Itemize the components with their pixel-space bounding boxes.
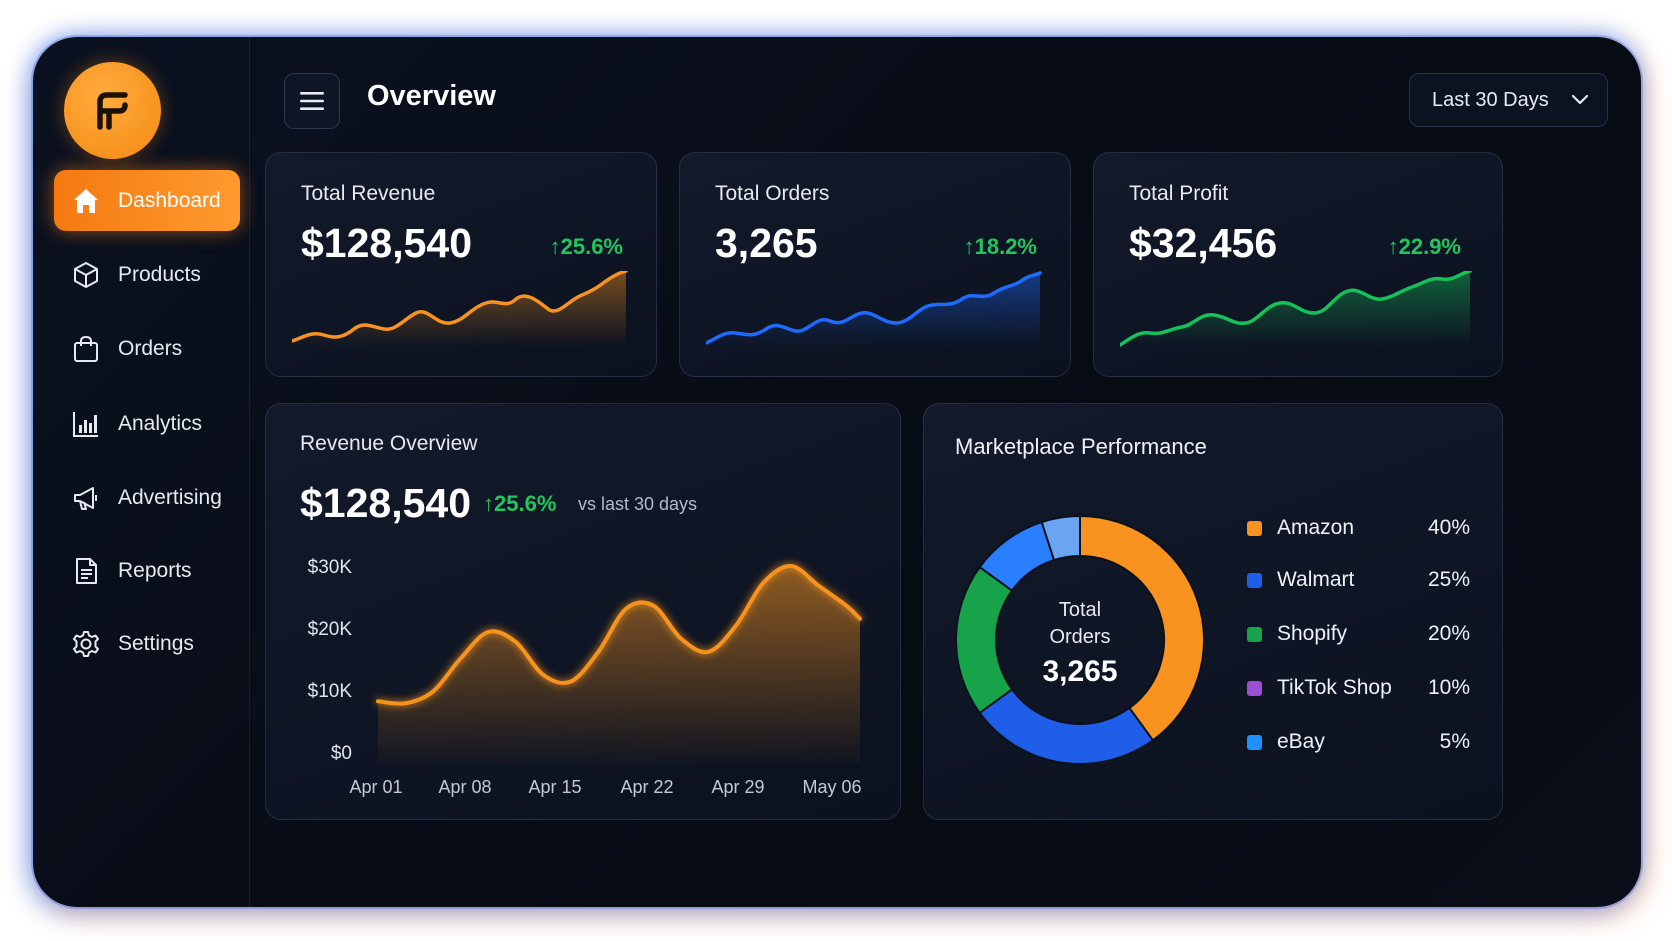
hamburger-icon: [300, 92, 324, 110]
y-tick-label: $10K: [307, 681, 352, 702]
donut-slice-amazon[interactable]: [1079, 514, 1205, 742]
legend-swatch: [1247, 520, 1262, 536]
donut-slice-walmart[interactable]: [978, 687, 1155, 765]
legend-percent: 10%: [1427, 676, 1470, 699]
kpi-card-profit[interactable]: Total Profit $32,456 ↑22.9%: [1093, 152, 1503, 377]
legend-swatch: [1247, 680, 1262, 696]
legend-item-walmart[interactable]: Walmart 25%: [1247, 565, 1470, 595]
arrow-up-icon: ↑: [549, 234, 561, 259]
x-tick-label: Apr 15: [528, 777, 582, 797]
kpi-value: $128,540: [301, 220, 473, 266]
arrow-up-icon: ↑: [1387, 234, 1399, 259]
donut-center-label: Orders: [1049, 626, 1111, 648]
kpi-card-orders[interactable]: Total Orders 3,265 ↑18.2%: [679, 152, 1071, 377]
x-tick-label: Apr 22: [620, 777, 674, 797]
legend-swatch: [1247, 626, 1262, 642]
megaphone-icon: [70, 482, 102, 514]
revenue-overview-title: Revenue Overview: [300, 432, 478, 455]
chevron-down-icon: [1571, 94, 1589, 105]
kpi-delta: ↑18.2%: [963, 234, 1037, 259]
legend-label: TikTok Shop: [1277, 676, 1392, 699]
x-tick-label: May 06: [802, 777, 862, 797]
kpi-title: Total Orders: [715, 182, 830, 205]
document-icon: [70, 555, 102, 587]
legend-label: Shopify: [1277, 622, 1348, 645]
x-tick-label: Apr 01: [349, 777, 403, 797]
sidebar-item-label: Dashboard: [118, 188, 221, 212]
home-icon: [70, 185, 102, 217]
legend-percent: 5%: [1439, 730, 1470, 753]
kpi-delta: ↑25.6%: [549, 234, 623, 259]
revenue-overview-card: Revenue Overview $128,540 ↑25.6% vs last…: [265, 403, 901, 820]
sidebar-item-analytics[interactable]: Analytics: [54, 393, 240, 454]
donut-center-label: Total: [1058, 599, 1102, 621]
legend-label: Walmart: [1277, 568, 1355, 591]
page-title: Overview: [367, 80, 496, 112]
revenue-area-chart: [376, 564, 862, 764]
kpi-card-revenue[interactable]: Total Revenue $128,540 ↑25.6%: [265, 152, 657, 377]
menu-button[interactable]: [284, 73, 340, 129]
marketplace-title: Marketplace Performance: [955, 434, 1207, 459]
legend-percent: 40%: [1427, 516, 1470, 539]
dashboard-window: Dashboard Products Orders Analytics Advertis…: [33, 37, 1641, 907]
sidebar-item-advertising[interactable]: Advertising: [54, 467, 240, 528]
date-range-label: Last 30 Days: [1432, 88, 1549, 111]
legend-item-tiktok-shop[interactable]: TikTok Shop 10%: [1247, 673, 1470, 703]
x-tick-label: Apr 08: [438, 777, 492, 797]
sidebar-item-label: Products: [118, 262, 201, 286]
legend-item-shopify[interactable]: Shopify 20%: [1247, 619, 1470, 649]
legend-swatch: [1247, 734, 1262, 750]
legend-item-ebay[interactable]: eBay 5%: [1247, 727, 1470, 757]
brand-logo[interactable]: [64, 62, 161, 159]
kpi-delta: ↑22.9%: [1387, 234, 1461, 259]
revenue-sparkline: [292, 271, 628, 347]
kpi-title: Total Revenue: [301, 182, 436, 205]
revenue-series-line: [376, 564, 862, 706]
legend-percent: 25%: [1427, 568, 1470, 591]
legend-item-amazon[interactable]: Amazon 40%: [1247, 513, 1470, 543]
legend-swatch: [1247, 572, 1262, 588]
marketplace-card: Marketplace Performance Total Orders 3,2…: [923, 403, 1503, 820]
kpi-title: Total Profit: [1129, 182, 1229, 205]
donut-center-value: 3,265: [1042, 655, 1118, 688]
y-tick-label: $20K: [307, 619, 352, 640]
arrow-up-icon: ↑: [483, 491, 494, 516]
sidebar-item-label: Reports: [118, 558, 192, 582]
donut-slice-ebay[interactable]: [1040, 514, 1081, 562]
kpi-value: $32,456: [1129, 220, 1278, 266]
revenue-area-fill: [378, 565, 860, 764]
sidebar-item-orders[interactable]: Orders: [54, 318, 240, 379]
marketplace-donut-chart: [955, 514, 1205, 765]
revenue-overview-compare: vs last 30 days: [578, 494, 698, 514]
brand-f-icon: [96, 91, 128, 130]
orders-sparkline: [706, 271, 1042, 347]
sidebar-item-label: Orders: [118, 336, 183, 360]
revenue-overview-delta: ↑25.6%: [483, 491, 557, 516]
x-tick-label: Apr 29: [711, 777, 765, 797]
kpi-value: 3,265: [715, 220, 818, 266]
shopping-bag-icon: [70, 333, 102, 365]
arrow-up-icon: ↑: [963, 234, 975, 259]
sidebar-item-settings[interactable]: Settings: [54, 613, 240, 674]
sidebar-item-label: Settings: [118, 631, 194, 655]
y-tick-label: $30K: [307, 557, 352, 578]
sidebar-item-dashboard[interactable]: Dashboard: [54, 170, 240, 231]
box-icon: [70, 259, 102, 291]
donut-center: Total Orders 3,265: [995, 597, 1165, 689]
sidebar: Dashboard Products Orders Analytics Advertis…: [33, 37, 250, 907]
y-tick-label: $0: [330, 743, 352, 764]
bar-chart-icon: [70, 408, 102, 440]
sidebar-item-reports[interactable]: Reports: [54, 540, 240, 601]
date-range-dropdown[interactable]: Last 30 Days: [1409, 73, 1608, 127]
gear-icon: [70, 628, 102, 660]
legend-percent: 20%: [1427, 622, 1470, 645]
sidebar-item-label: Analytics: [118, 411, 203, 435]
sidebar-item-label: Advertising: [118, 485, 222, 509]
legend-label: eBay: [1277, 730, 1325, 753]
legend-label: Amazon: [1277, 516, 1355, 539]
profit-sparkline: [1120, 271, 1472, 347]
revenue-overview-value: $128,540: [300, 480, 472, 526]
sidebar-item-products[interactable]: Products: [54, 244, 240, 305]
